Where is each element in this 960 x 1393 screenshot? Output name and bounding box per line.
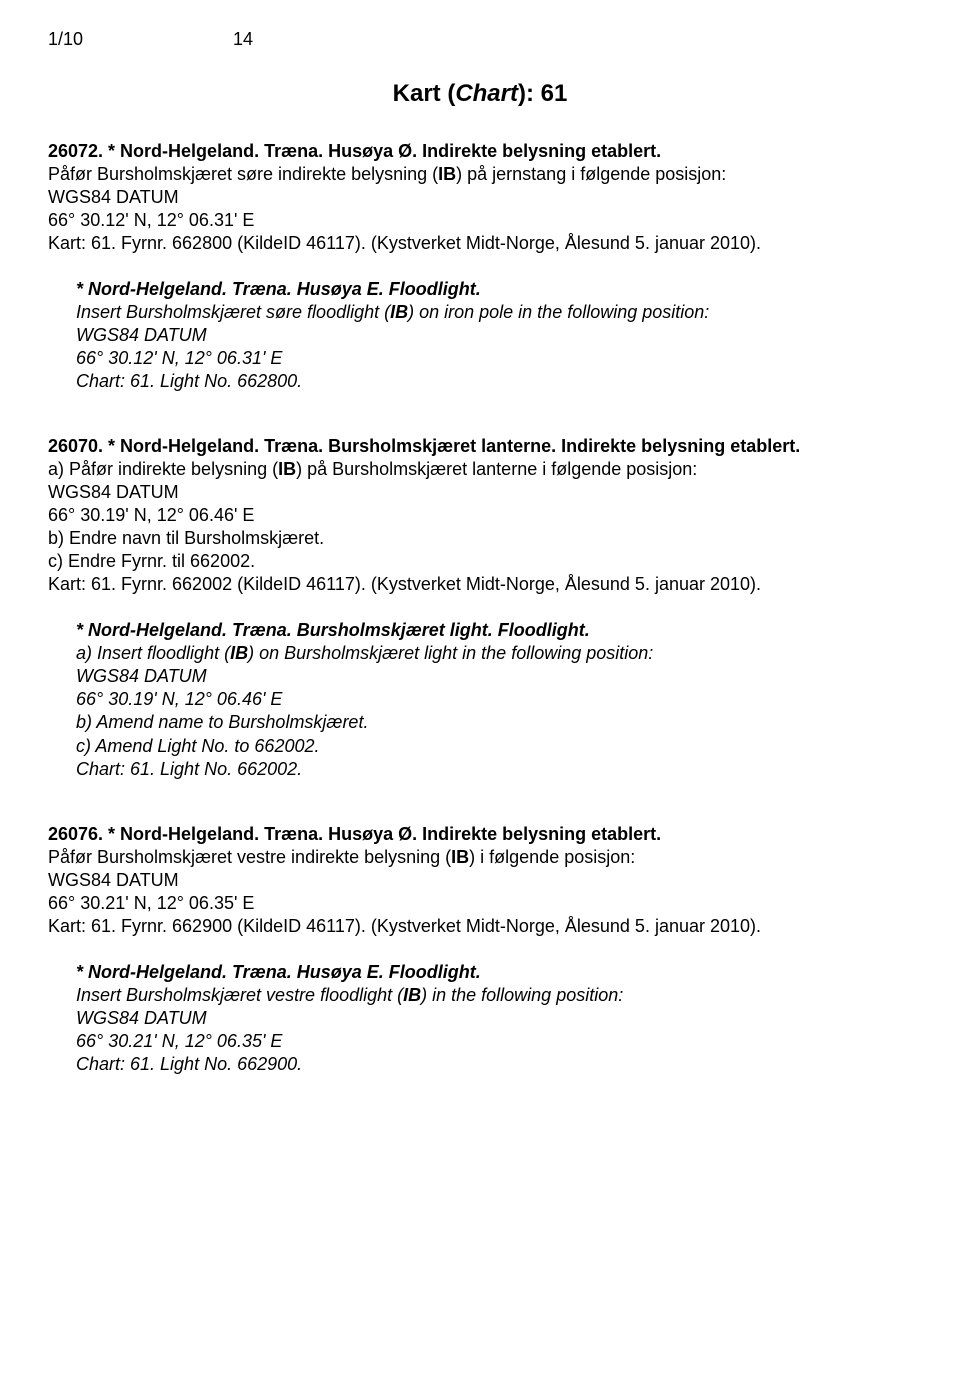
notice-line: Påfør Bursholmskjæret vestre indirekte b… <box>48 846 912 869</box>
text: ) on Bursholmskjæret light in the follow… <box>248 643 653 663</box>
source-line: Kart: 61. Fyrnr. 662800 (KildeID 46117).… <box>48 232 912 255</box>
english-block: * Nord-Helgeland. Træna. Husøya E. Flood… <box>76 278 912 393</box>
english-heading: * Nord-Helgeland. Træna. Husøya E. Flood… <box>76 278 912 301</box>
page-header: 1/10 14 <box>48 28 912 51</box>
abbr-ib: IB <box>390 302 408 322</box>
text: Påfør Bursholmskjæret søre indirekte bel… <box>48 164 438 184</box>
title-prefix: Kart ( <box>393 80 456 107</box>
source-line: Chart: 61. Light No. 662800. <box>76 370 912 393</box>
english-line-b: b) Amend name to Bursholmskjæret. <box>76 711 912 734</box>
english-line: Insert Bursholmskjæret vestre floodlight… <box>76 984 912 1007</box>
source-line: Chart: 61. Light No. 662900. <box>76 1053 912 1076</box>
abbr-ib: IB <box>451 847 469 867</box>
coordinates: 66° 30.21' N, 12° 06.35' E <box>48 892 912 915</box>
notice-line-b: b) Endre navn til Bursholmskjæret. <box>48 527 912 550</box>
coordinates: 66° 30.19' N, 12° 06.46' E <box>76 688 912 711</box>
coordinates: 66° 30.12' N, 12° 06.31' E <box>76 347 912 370</box>
abbr-ib: IB <box>403 985 421 1005</box>
notice-heading: 26076. * Nord-Helgeland. Træna. Husøya Ø… <box>48 823 912 846</box>
notice-heading: 26070. * Nord-Helgeland. Træna. Bursholm… <box>48 435 912 458</box>
text: ) on iron pole in the following position… <box>408 302 709 322</box>
text: Insert Bursholmskjæret vestre floodlight… <box>76 985 403 1005</box>
datum: WGS84 DATUM <box>48 869 912 892</box>
text: ) in the following position: <box>421 985 623 1005</box>
notice-26072: 26072. * Nord-Helgeland. Træna. Husøya Ø… <box>48 140 912 393</box>
datum: WGS84 DATUM <box>48 481 912 504</box>
datum: WGS84 DATUM <box>76 1007 912 1030</box>
coordinates: 66° 30.12' N, 12° 06.31' E <box>48 209 912 232</box>
page-counter: 1/10 <box>48 28 83 51</box>
english-block: * Nord-Helgeland. Træna. Bursholmskjæret… <box>76 619 912 780</box>
abbr-ib: IB <box>278 459 296 479</box>
abbr-ib: IB <box>230 643 248 663</box>
notice-26076: 26076. * Nord-Helgeland. Træna. Husøya Ø… <box>48 823 912 1076</box>
title-suffix: ): 61 <box>518 80 567 107</box>
title-italic: Chart <box>455 80 518 107</box>
notice-line: Påfør Bursholmskjæret søre indirekte bel… <box>48 163 912 186</box>
text: a) Påfør indirekte belysning ( <box>48 459 278 479</box>
datum: WGS84 DATUM <box>76 324 912 347</box>
notice-26070: 26070. * Nord-Helgeland. Træna. Bursholm… <box>48 435 912 780</box>
abbr-ib: IB <box>438 164 456 184</box>
english-heading: * Nord-Helgeland. Træna. Husøya E. Flood… <box>76 961 912 984</box>
page-number: 14 <box>233 28 253 51</box>
datum: WGS84 DATUM <box>48 186 912 209</box>
english-line-c: c) Amend Light No. to 662002. <box>76 735 912 758</box>
english-line: a) Insert floodlight (IB) on Bursholmskj… <box>76 642 912 665</box>
notice-line: a) Påfør indirekte belysning (IB) på Bur… <box>48 458 912 481</box>
text: Insert Bursholmskjæret søre floodlight ( <box>76 302 390 322</box>
coordinates: 66° 30.21' N, 12° 06.35' E <box>76 1030 912 1053</box>
text: a) Insert floodlight ( <box>76 643 230 663</box>
source-line: Kart: 61. Fyrnr. 662002 (KildeID 46117).… <box>48 573 912 596</box>
english-block: * Nord-Helgeland. Træna. Husøya E. Flood… <box>76 961 912 1076</box>
text: ) i følgende posisjon: <box>469 847 635 867</box>
notice-line-c: c) Endre Fyrnr. til 662002. <box>48 550 912 573</box>
page-title: Kart (Chart): 61 <box>48 79 912 110</box>
english-line: Insert Bursholmskjæret søre floodlight (… <box>76 301 912 324</box>
english-heading: * Nord-Helgeland. Træna. Bursholmskjæret… <box>76 619 912 642</box>
source-line: Chart: 61. Light No. 662002. <box>76 758 912 781</box>
notice-heading: 26072. * Nord-Helgeland. Træna. Husøya Ø… <box>48 140 912 163</box>
source-line: Kart: 61. Fyrnr. 662900 (KildeID 46117).… <box>48 915 912 938</box>
coordinates: 66° 30.19' N, 12° 06.46' E <box>48 504 912 527</box>
datum: WGS84 DATUM <box>76 665 912 688</box>
text: ) på jernstang i følgende posisjon: <box>456 164 726 184</box>
text: Påfør Bursholmskjæret vestre indirekte b… <box>48 847 451 867</box>
text: ) på Bursholmskjæret lanterne i følgende… <box>296 459 697 479</box>
